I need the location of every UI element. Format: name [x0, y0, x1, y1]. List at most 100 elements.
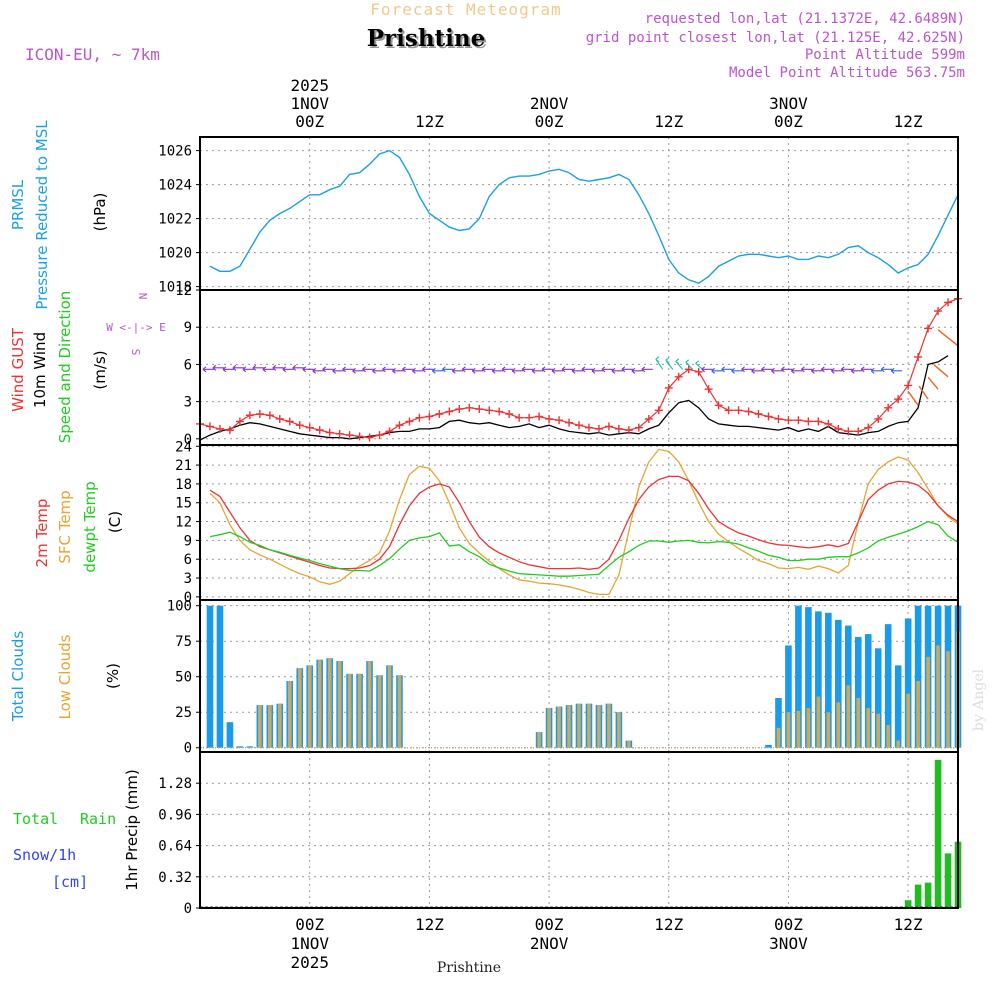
gust-marker [265, 411, 274, 420]
low-cloud-bar [387, 665, 392, 748]
gust-marker [555, 416, 564, 425]
ytick-label: 0.96 [158, 807, 192, 823]
total-cloud-bar [835, 619, 842, 748]
gust-marker [315, 426, 324, 435]
gust-marker [355, 432, 364, 441]
gust-marker [415, 413, 424, 422]
gust-marker [904, 381, 913, 390]
gust-marker [944, 298, 953, 307]
wind-direction-arrow [212, 364, 224, 371]
low-cloud-bar [776, 727, 781, 748]
gust-marker [604, 422, 613, 431]
point-altitude: Point Altitude 599m [805, 47, 965, 63]
wind-direction-arrow [641, 366, 653, 373]
grid-lines [200, 137, 958, 909]
wind-direction-arrow [665, 357, 674, 370]
gust-marker [614, 424, 623, 433]
low-cloud-bar [916, 680, 920, 748]
gust-marker [914, 352, 923, 361]
low-cloud-bar [317, 659, 322, 748]
gust-marker [834, 424, 843, 433]
gust-marker [565, 418, 574, 427]
gust-marker [784, 416, 793, 425]
gust-marker [275, 414, 284, 423]
footer-location: Prishtine [437, 960, 501, 976]
wind-direction-arrow [491, 367, 504, 374]
low-cloud-bar [816, 696, 821, 748]
low-cloud-bar [936, 645, 940, 748]
wind-direction-arrow [471, 367, 484, 374]
low-cloud-bar [876, 713, 881, 748]
top-time-label: 00Z [535, 112, 564, 131]
gust-marker [205, 422, 214, 431]
wind-direction-arrow [422, 366, 434, 373]
gust-marker [505, 410, 514, 418]
low-cloud-bar [856, 698, 861, 748]
bottom-time-label: 12Z [654, 915, 683, 934]
gust-marker [525, 413, 534, 422]
wind-direction-arrow [561, 366, 574, 373]
ytick-label: 12 [175, 515, 192, 531]
ytick-label: 9 [184, 533, 192, 549]
gust-marker [684, 365, 693, 374]
ytick-label: 15 [175, 496, 192, 512]
wind-labels: Wind GUST 10m Wind Speed and Direction (… [9, 291, 166, 444]
gust-marker [215, 424, 224, 433]
wind-direction-arrow [840, 366, 853, 373]
gust-marker [754, 410, 763, 418]
ytick-label: 1.28 [158, 776, 192, 792]
wind-direction-arrow [601, 366, 613, 373]
gust-marker [724, 406, 733, 415]
bottom-time-label: 00Z [295, 915, 324, 934]
gust-marker [874, 414, 883, 423]
compass-n: N [136, 293, 149, 300]
gust-marker [794, 416, 803, 425]
temp-2m-line [209, 475, 959, 570]
gust-marker [714, 401, 723, 410]
bottom-time-label: 00Z [774, 915, 803, 934]
gust-marker [644, 414, 653, 423]
total-cloud-bar [884, 624, 892, 748]
wind-direction-arrow [675, 358, 684, 370]
gust-marker [245, 411, 254, 420]
total-cloud-bar [206, 605, 214, 748]
wind-direction-arrow [481, 366, 494, 373]
wind-direction-arrow [933, 364, 949, 378]
rain-bar [924, 882, 932, 908]
gust-marker [335, 429, 344, 438]
gust-marker [624, 426, 633, 435]
ytick-label: 0 [184, 432, 192, 448]
low-cloud-bar [946, 651, 950, 748]
total-cloud-bar [795, 605, 802, 748]
gust-marker [465, 403, 474, 412]
precip-labels: Total Rain Snow/1h [cm] 1hr Precip (mm) [13, 769, 141, 891]
top-time-label: 2025 [290, 76, 329, 95]
ytick-label: 6 [184, 357, 192, 373]
wind-direction-arrow [551, 367, 564, 374]
sfc-temp-label: SFC Temp [56, 490, 74, 563]
model-altitude: Model Point Altitude 563.75m [729, 65, 965, 81]
wind-direction-arrow [860, 366, 873, 373]
bottom-time-label: 3NOV [769, 934, 808, 953]
prmsl-label: PRMSL [9, 179, 27, 230]
rain-bar [934, 759, 942, 908]
top-time-label: 2NOV [530, 94, 569, 113]
ytick-label: 9 [184, 320, 192, 336]
ytick-label: 100 [167, 599, 192, 615]
dewpt-line [209, 520, 959, 577]
ytick-label: 21 [175, 458, 192, 474]
gust-marker [305, 423, 314, 432]
wind-direction-arrow [352, 367, 364, 374]
ytick-label: 1020 [158, 246, 192, 262]
temp2m-label: 2m Temp [33, 499, 51, 568]
wind-direction-arrow [937, 329, 959, 347]
gust-marker [345, 431, 354, 440]
wind-direction-arrow [392, 367, 404, 374]
total-cloud-bar [815, 611, 822, 748]
low-cloud-bar [607, 703, 611, 748]
wind-direction-arrow [918, 385, 929, 400]
gust-line [199, 298, 959, 439]
gust-marker [545, 414, 554, 423]
wind-direction-arrow [801, 366, 813, 373]
total-cloud-bar [904, 618, 912, 748]
